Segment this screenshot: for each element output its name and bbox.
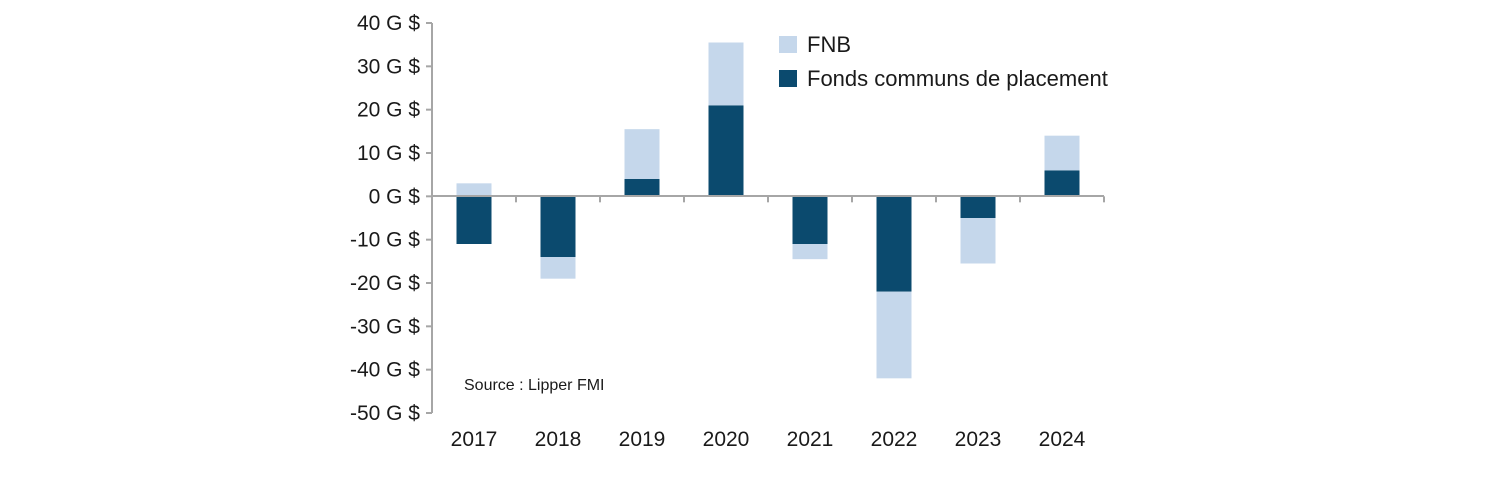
bar-mutual-fund-2020 (709, 105, 744, 196)
y-tick-label: -40 G $ (350, 359, 420, 382)
x-tick-label: 2023 (955, 428, 1002, 451)
bar-mutual-fund-2023 (961, 196, 996, 218)
legend-swatch-fnb (779, 36, 797, 53)
y-tick-label: 30 G $ (357, 55, 420, 78)
y-tick-label: -10 G $ (350, 229, 420, 252)
legend-label-fnb: FNB (807, 32, 851, 57)
legend: FNB Fonds communs de placement (779, 32, 1108, 91)
y-ticks-group: 40 G $ 30 G $ 20 G $ 10 G $ 0 G $ -10 G $ -20 … (350, 12, 432, 425)
y-tick-label: 40 G $ (357, 12, 420, 35)
x-tick-label: 2021 (787, 428, 834, 451)
bar-fnb-2021 (793, 244, 828, 259)
y-tick-label: -20 G $ (350, 272, 420, 295)
bar-mutual-fund-2019 (625, 179, 660, 196)
x-tick-label: 2024 (1039, 428, 1086, 451)
legend-label-fonds-communs: Fonds communs de placement (807, 66, 1108, 91)
bar-fnb-2019 (625, 129, 660, 179)
x-tick-label: 2018 (535, 428, 582, 451)
bar-mutual-fund-2021 (793, 196, 828, 244)
legend-swatch-fonds-communs (779, 70, 797, 87)
y-tick-label: 20 G $ (357, 99, 420, 122)
bar-mutual-fund-2022 (877, 196, 912, 291)
y-tick-label: 0 G $ (369, 185, 421, 208)
source-annotation: Source : Lipper FMI (464, 377, 605, 394)
bar-mutual-fund-2024 (1045, 170, 1080, 196)
bar-fnb-2018 (541, 257, 576, 279)
x-tick-label: 2019 (619, 428, 666, 451)
bar-fnb-2024 (1045, 136, 1080, 171)
bar-fnb-2020 (709, 43, 744, 106)
bar-mutual-fund-2018 (541, 196, 576, 257)
y-tick-label: -50 G $ (350, 402, 420, 425)
x-tick-label: 2022 (871, 428, 918, 451)
bars-group (457, 43, 1080, 379)
bar-fnb-2023 (961, 218, 996, 264)
bar-fnb-2017 (457, 183, 492, 196)
bar-fnb-2022 (877, 292, 912, 379)
x-tick-label: 2017 (451, 428, 498, 451)
bar-mutual-fund-2017 (457, 196, 492, 244)
y-tick-label: 10 G $ (357, 142, 420, 165)
y-tick-label: -30 G $ (350, 315, 420, 338)
x-ticks-group: 2017 2018 2019 2020 2021 2022 2023 2024 (432, 196, 1104, 451)
x-tick-label: 2020 (703, 428, 750, 451)
